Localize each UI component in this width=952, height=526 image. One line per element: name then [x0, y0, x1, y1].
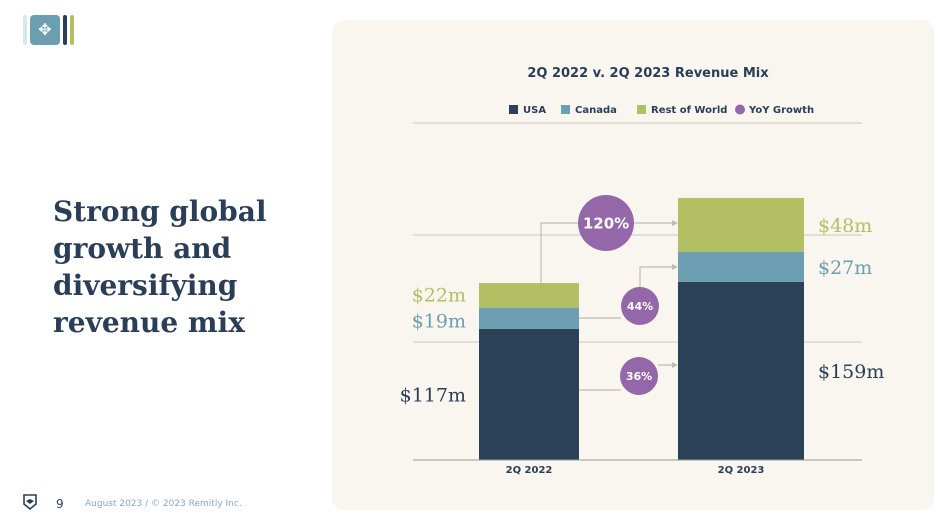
connector-line	[540, 222, 672, 283]
category-label: 2Q 2023	[718, 465, 765, 476]
remitly-shield-icon	[23, 494, 37, 510]
category-label: 2Q 2022	[506, 465, 553, 476]
arrow-head	[672, 264, 678, 270]
bar-segment	[678, 197, 804, 252]
legend-swatch	[735, 104, 745, 115]
copyright: August 2023 / © 2023 Remitly Inc.	[85, 499, 242, 509]
bar-segment	[479, 283, 579, 308]
arrow-head	[672, 220, 678, 226]
connector-line	[579, 364, 672, 391]
legend-swatch	[637, 105, 646, 114]
growth-bubble	[621, 287, 659, 325]
data-label: $22m	[412, 284, 466, 306]
connector-line	[579, 266, 672, 319]
data-label: $117m	[400, 384, 466, 406]
arrow-head	[672, 362, 678, 368]
bar-segment	[479, 328, 579, 460]
bar-segment	[678, 251, 804, 282]
chart-panel	[332, 20, 934, 510]
data-label: $159m	[818, 361, 884, 383]
data-label: $48m	[818, 215, 872, 237]
logo-stripe	[70, 15, 74, 45]
legend-swatch	[561, 105, 570, 114]
page-number: 9	[56, 497, 64, 511]
legend-label: YoY Growth	[748, 105, 814, 116]
chart-title: 2Q 2022 v. 2Q 2023 Revenue Mix	[527, 66, 769, 81]
data-label: $19m	[412, 310, 466, 332]
logo-compass-icon: ✥	[30, 15, 60, 45]
growth-bubble	[578, 195, 634, 251]
legend-label: Canada	[575, 105, 617, 116]
legend-label: USA	[523, 105, 546, 116]
legend-swatch	[509, 105, 518, 114]
growth-label: 120%	[583, 214, 629, 232]
data-label: $27m	[818, 257, 872, 279]
headline: Strong global growth and diversifying re…	[53, 195, 267, 339]
legend-label: Rest of World	[651, 105, 727, 116]
growth-label: 36%	[626, 370, 652, 383]
bar-segment	[678, 281, 804, 460]
logo-stripe	[63, 15, 67, 45]
growth-label: 44%	[627, 300, 653, 313]
bar-segment	[479, 307, 579, 329]
growth-bubble	[620, 357, 658, 395]
logo-stripe	[23, 15, 27, 45]
